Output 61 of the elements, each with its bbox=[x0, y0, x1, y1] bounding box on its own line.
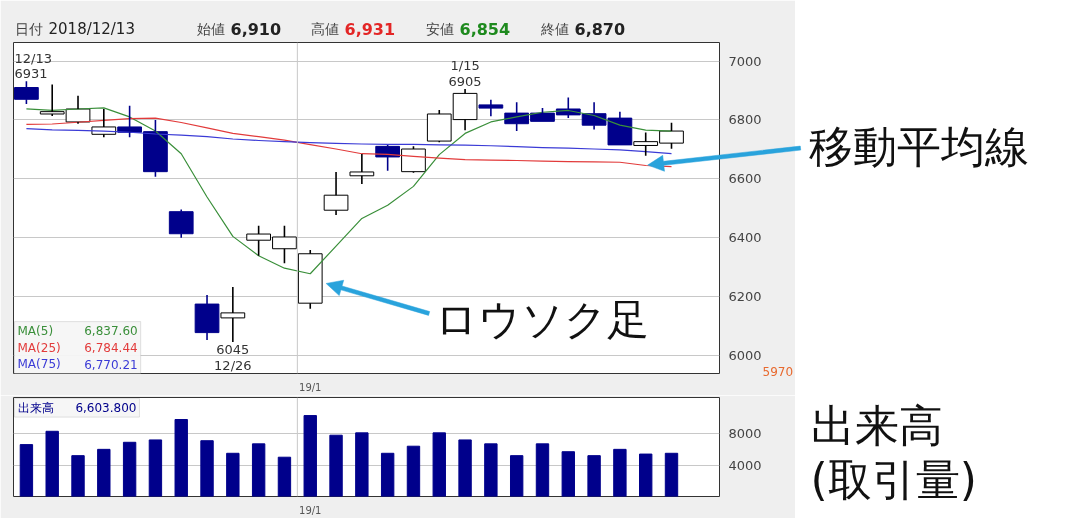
bar bbox=[484, 443, 498, 497]
y-tick-label: 4000 bbox=[728, 457, 762, 473]
x-tick-label: 19/1 bbox=[299, 504, 322, 516]
bar bbox=[226, 452, 240, 497]
bar bbox=[303, 415, 317, 497]
y-tick-label: 6800 bbox=[728, 112, 762, 128]
text: MA(5) 6,837.60 bbox=[17, 323, 138, 339]
bar bbox=[277, 456, 292, 497]
annotation: ロウソク足 bbox=[435, 294, 650, 344]
bar bbox=[613, 448, 627, 497]
candlestick bbox=[194, 294, 220, 341]
annotation: 1/15 6905 bbox=[448, 58, 482, 90]
bar bbox=[97, 448, 111, 497]
y-tick-label: 6400 bbox=[728, 230, 762, 246]
bar bbox=[71, 455, 85, 497]
bar bbox=[45, 430, 59, 497]
bar bbox=[148, 439, 163, 497]
y-axis-title: 出来高 (取引量) bbox=[810, 400, 977, 505]
bar bbox=[200, 440, 214, 497]
y-tick-label: 7000 bbox=[728, 53, 762, 69]
text: 高値 6,931 bbox=[310, 19, 396, 39]
text: 安値 6,854 bbox=[425, 19, 511, 39]
text: MA(25) 6,784.44 bbox=[17, 340, 138, 356]
bar bbox=[587, 455, 601, 497]
bar bbox=[458, 439, 472, 497]
bar bbox=[355, 432, 369, 497]
bar bbox=[380, 452, 395, 497]
line-series bbox=[25, 128, 673, 155]
candlestick bbox=[323, 171, 349, 216]
y-tick-label: 6200 bbox=[728, 288, 762, 304]
candlestick bbox=[220, 286, 246, 343]
bar bbox=[122, 441, 137, 497]
bar bbox=[19, 444, 34, 497]
y-tick-label: 6600 bbox=[728, 171, 762, 187]
bar bbox=[174, 419, 188, 497]
text: 日付 2018/12/13 bbox=[14, 19, 135, 38]
candlestick bbox=[349, 153, 375, 185]
text: 移動平均線 bbox=[808, 120, 1029, 172]
text: 出来高 6,603.800 bbox=[17, 400, 137, 416]
candlestick bbox=[297, 249, 323, 310]
x-tick-label: 19/1 bbox=[299, 381, 322, 393]
candlestick bbox=[168, 208, 194, 239]
bar bbox=[561, 451, 575, 497]
bar bbox=[432, 432, 446, 497]
bar bbox=[639, 453, 653, 497]
y-tick-label: 8000 bbox=[728, 426, 762, 442]
annotation: 12/13 6931 bbox=[14, 50, 52, 82]
text: 5970 bbox=[762, 365, 794, 379]
bar bbox=[251, 443, 266, 497]
annotation: 6045 12/26 bbox=[214, 341, 252, 373]
bar bbox=[509, 455, 524, 497]
y-tick-label: 6000 bbox=[728, 347, 762, 363]
text: MA(75) 6,770.21 bbox=[17, 357, 138, 372]
line-series bbox=[25, 117, 673, 168]
bar bbox=[664, 452, 679, 497]
bar bbox=[406, 445, 421, 497]
text: 終値 6,870 bbox=[539, 19, 626, 39]
candlestick bbox=[478, 99, 504, 118]
bar bbox=[535, 443, 550, 497]
bar bbox=[329, 434, 343, 497]
text: 始値 6,910 bbox=[196, 19, 282, 39]
